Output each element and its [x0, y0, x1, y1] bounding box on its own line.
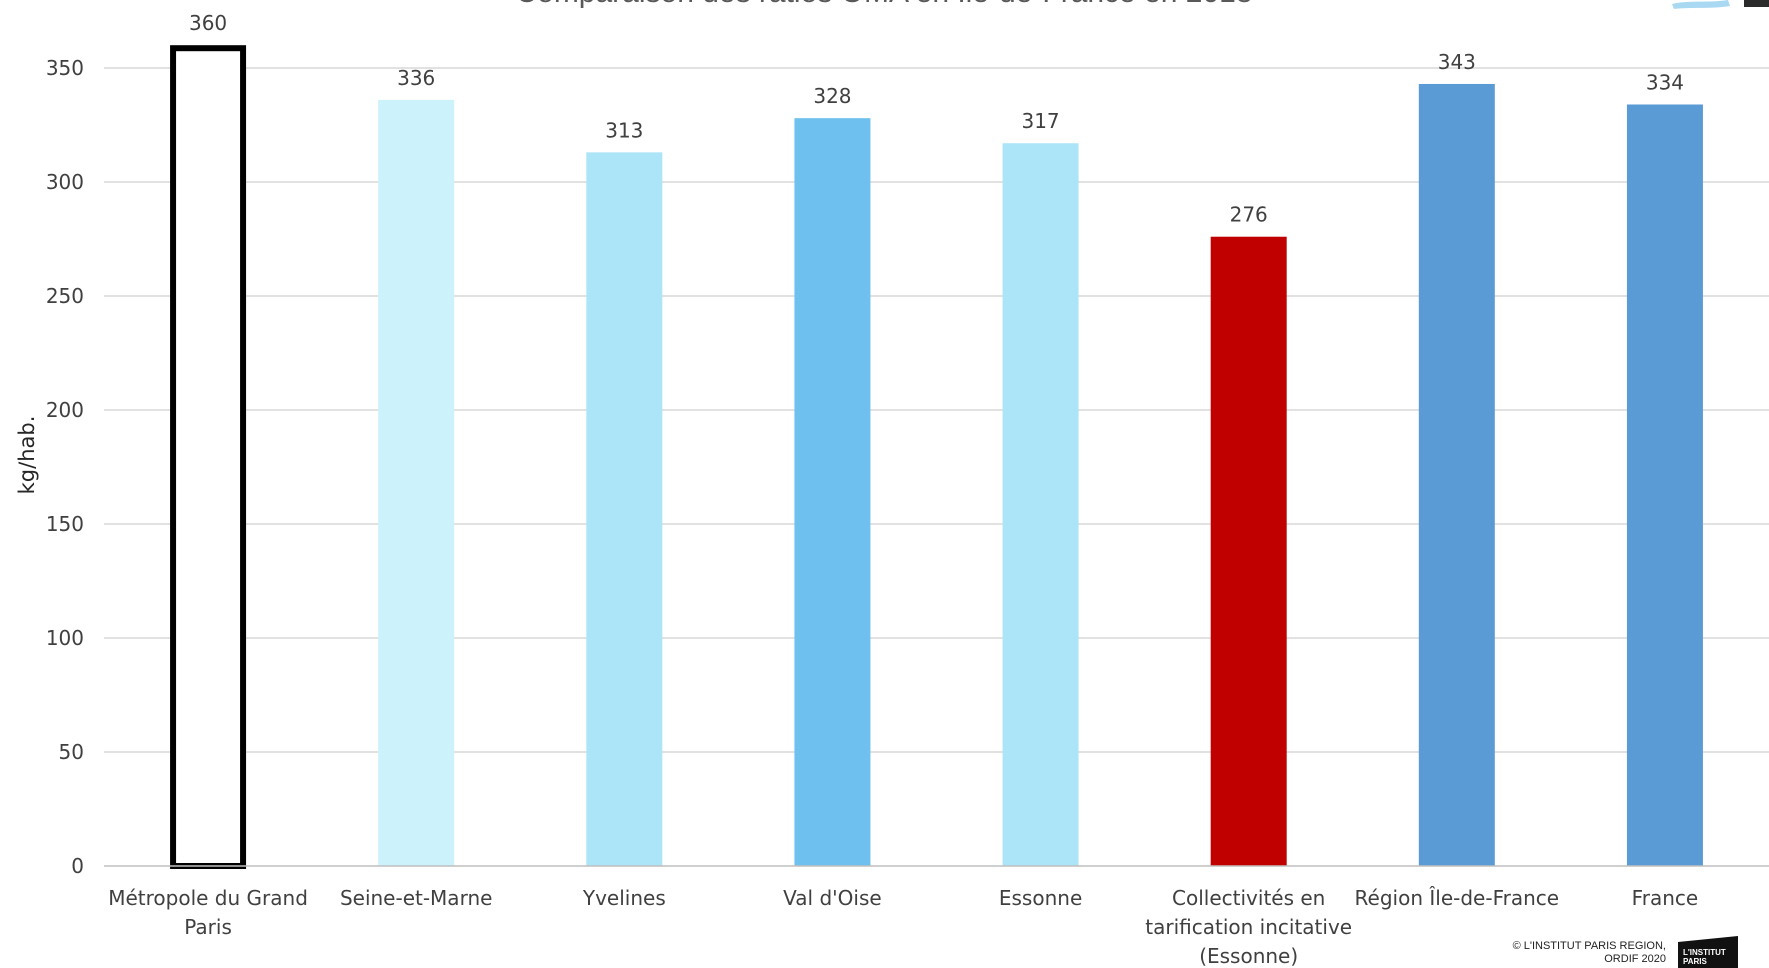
y-tick-label: 300 [46, 170, 84, 194]
bar [170, 45, 247, 869]
bar-value-label: 360 [189, 11, 227, 35]
credit-line-1: © L'INSTITUT PARIS REGION, [1513, 940, 1666, 952]
bar-value-label: 334 [1646, 70, 1684, 94]
gridlines [104, 67, 1769, 753]
bar [1210, 236, 1287, 867]
bars [170, 45, 1703, 869]
bar-value-label: 313 [605, 118, 643, 142]
y-tick-label: 350 [46, 56, 84, 80]
y-tick-label: 200 [46, 398, 84, 422]
y-tick-label: 50 [59, 740, 84, 764]
bar [378, 99, 455, 867]
bar-value-label: 336 [397, 66, 435, 90]
map-logo [1672, 0, 1769, 9]
y-tick-label: 0 [71, 854, 84, 878]
category-label: Essonne [999, 886, 1082, 910]
institut-logo: L'INSTITUT PARIS [1678, 936, 1738, 968]
credit-line-2: ORDIF 2020 [1604, 953, 1666, 965]
y-axis-title: kg/hab. [15, 416, 39, 495]
bar-value-label: 343 [1438, 50, 1476, 74]
category-label: Région Île-de-France [1355, 886, 1560, 910]
y-axis-ticks: 0 50 100 150 200 250 300 350 [46, 56, 84, 878]
bar-value-label: 276 [1230, 203, 1268, 227]
y-tick-label: 100 [46, 626, 84, 650]
x-axis-categories: Métropole du Grand Paris Seine-et-Marne Yve… [108, 886, 1698, 968]
bar-value-label: 328 [813, 84, 851, 108]
category-label: tarification incitative [1145, 915, 1352, 939]
bar [1418, 83, 1495, 866]
bar [1002, 143, 1079, 867]
logo-line-1: L'INSTITUT [1683, 948, 1726, 957]
category-label: Yvelines [582, 886, 666, 910]
bar [1626, 104, 1703, 867]
y-tick-label: 150 [46, 512, 84, 536]
logo-line-2: PARIS [1683, 957, 1708, 966]
data-labels: 360 336 313 328 317 276 343 334 [189, 11, 1684, 227]
category-label: Collectivités en [1172, 886, 1325, 910]
category-label: France [1632, 886, 1699, 910]
category-label: Paris [184, 915, 232, 939]
copyright-credit: © L'INSTITUT PARIS REGION, ORDIF 2020 [1513, 940, 1666, 965]
chart-title: Comparaison des ratios OMA en Île-de-Fra… [515, 0, 1252, 9]
bar [794, 118, 871, 866]
bar [586, 152, 663, 867]
category-label: Seine-et-Marne [340, 886, 492, 910]
category-label: (Essonne) [1199, 944, 1298, 968]
category-label: Métropole du Grand [108, 886, 308, 910]
category-label: Val d'Oise [783, 886, 882, 910]
y-tick-label: 250 [46, 284, 84, 308]
bar-value-label: 317 [1021, 109, 1059, 133]
